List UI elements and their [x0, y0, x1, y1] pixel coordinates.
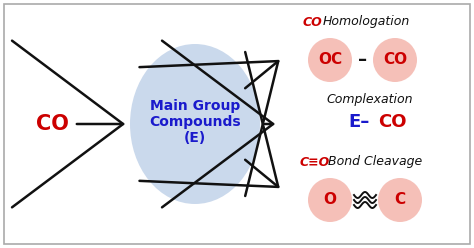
Text: CO: CO [36, 114, 68, 134]
Circle shape [308, 178, 352, 222]
Text: Complexation: Complexation [327, 93, 413, 106]
Circle shape [308, 38, 352, 82]
Text: C: C [394, 192, 406, 208]
Text: –: – [358, 51, 367, 69]
Text: OC: OC [318, 53, 342, 67]
Text: Homologation: Homologation [323, 15, 410, 29]
Text: CO: CO [303, 15, 323, 29]
Text: Compounds: Compounds [149, 115, 241, 129]
Text: Bond Cleavage: Bond Cleavage [328, 155, 422, 168]
Text: C≡O: C≡O [300, 155, 330, 168]
Text: CO: CO [383, 53, 407, 67]
Circle shape [373, 38, 417, 82]
Ellipse shape [130, 44, 260, 204]
Text: O: O [323, 192, 337, 208]
Text: CO: CO [378, 113, 407, 131]
Text: (E): (E) [184, 131, 206, 145]
Text: E–: E– [348, 113, 369, 131]
Text: Main Group: Main Group [150, 99, 240, 113]
Circle shape [378, 178, 422, 222]
